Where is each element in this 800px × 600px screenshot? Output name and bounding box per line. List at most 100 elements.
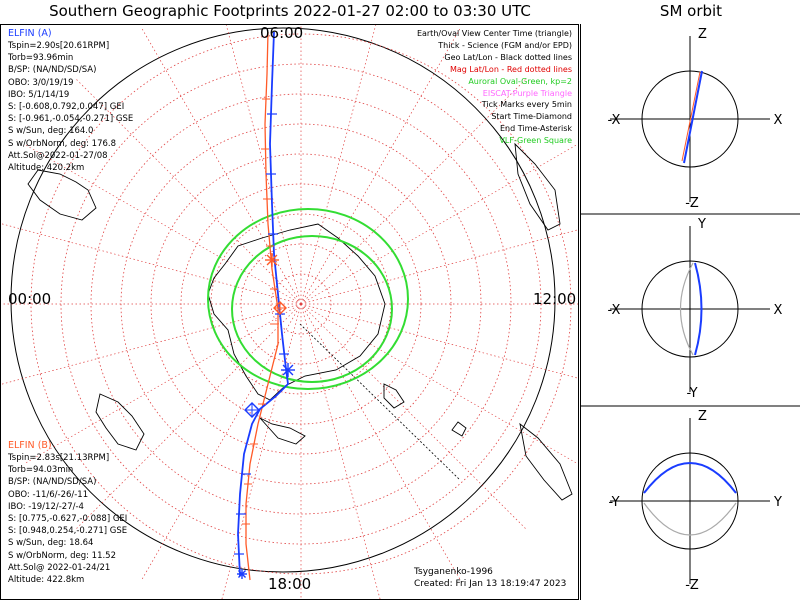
legend-entry: Geo Lat/Lon - Black dotted lines <box>444 52 572 62</box>
mag-lat-circle <box>90 93 512 515</box>
elfin_b-info-line: IBO: -19/12/-27/-4 <box>8 501 84 512</box>
sm-panel: Z -Z -X X <box>608 27 783 211</box>
elfin_a-info-line: OBO: 3/0/19/19 <box>8 77 74 88</box>
sm-label-right: Y <box>773 495 782 510</box>
auroral-oval-inner <box>231 235 393 383</box>
elfin-b-name: ELFIN (B) <box>8 440 52 451</box>
sm-label-left: -X <box>608 113 621 128</box>
mag-lon-line <box>300 143 578 305</box>
elfin_a-info-line: Att.Sol@2022-01-27/08 <box>8 150 108 161</box>
mag-lat-circle <box>30 33 572 575</box>
sm-label-right: X <box>774 113 783 128</box>
sm-panel: Y -Y -X X <box>608 217 783 401</box>
elfin-a-name: ELFIN (A) <box>8 28 52 39</box>
mag-lon-line <box>300 303 381 599</box>
mag-lon-line <box>225 25 302 305</box>
mag-lon-line <box>74 303 302 531</box>
mag-lon-line <box>300 25 377 305</box>
elfin_b-info-line: S: [0.948,0.254,-0.271] GSE <box>8 526 128 537</box>
island-coast <box>383 383 405 409</box>
sm-label-right: X <box>774 303 783 318</box>
legend-entry: Start Time-Diamond <box>491 112 572 122</box>
mag-lon-line <box>1 223 302 305</box>
elfin-a-end-asterisk-2 <box>237 569 247 579</box>
clock-label-top: 06:00 <box>260 24 304 42</box>
sm-label-bottom: -Z <box>685 196 699 211</box>
mag-grid <box>1 25 578 599</box>
legend: Earth/Oval View Center Time (triangle) Th… <box>417 28 572 147</box>
sm-label-bottom: -Y <box>686 386 697 401</box>
legend-entry: Auroral Oval-Green, kp=2 <box>468 76 572 86</box>
legend-entry: Mag Lat/Lon - Red dotted lines <box>449 64 572 74</box>
created-label: Created: Fri Jan 13 18:19:47 2023 <box>414 579 567 589</box>
sm-label-left: -X <box>608 303 621 318</box>
mag-lon-line <box>300 303 578 465</box>
mag-lon-line <box>300 26 462 305</box>
elfin_b-info-line: Tspin=2.83s[21.13RPM] <box>8 453 110 463</box>
mag-lon-line <box>23 143 302 305</box>
mag-lon-line <box>300 303 462 582</box>
land-coast <box>519 422 573 501</box>
elfin-b-end-asterisk <box>265 253 279 267</box>
sm-elfin-a-orbit <box>683 70 703 164</box>
elfin_a-info-line: Tspin=2.90s[20.61RPM] <box>8 41 110 51</box>
elfin_b-info-line: B/SP: (NA/ND/SD/SA) <box>8 477 97 488</box>
page-title: Southern Geographic Footprints 2022-01-2… <box>49 2 531 20</box>
legend-entry: Thick - Science (FGM and/or EPD) <box>438 40 572 50</box>
elfin_b-info-line: S: [0.775,-0.627,-0.088] GEI <box>8 514 128 525</box>
elfin_a-info-line: S w/Sun, deg: 164.0 <box>8 126 94 137</box>
sm-elfin-a-orbit <box>643 462 737 494</box>
elfin_a-info-line: S: [-0.608,0.792,0.047] GEI <box>8 102 125 113</box>
sm-label-top: Z <box>698 27 707 42</box>
auroral-oval <box>207 208 409 390</box>
elfin_b-info-line: Torb=94.03min <box>8 465 74 476</box>
sm-orbit-panels: Z -Z -X X Y -Y -X X Z -Z -Y Y <box>580 24 800 600</box>
mag-lon-line <box>23 303 302 465</box>
sm-label-top: Y <box>697 217 706 232</box>
elfin_a-info-line: Torb=93.96min <box>8 53 74 64</box>
elfin_a-info-line: S: [-0.961,-0.054,-0.271] GSE <box>8 114 134 125</box>
geo-lon-line <box>299 323 461 481</box>
sm-orbit-backside <box>643 502 737 536</box>
antarctica-coast <box>207 223 386 401</box>
mag-lon-line <box>300 229 578 305</box>
sm-elfin-a-orbit <box>694 262 703 356</box>
legend-entry: EISCAT-Purple Triangle <box>482 88 572 98</box>
elfin_a-info-line: Altitude: 420.2km <box>8 163 85 174</box>
elfin_b-info-line: OBO: -11/6/-26/-11 <box>8 489 89 500</box>
sm-label-left: -Y <box>608 495 619 510</box>
sm-label-top: Z <box>698 409 707 424</box>
sm-elfin-b-orbit <box>681 71 701 162</box>
elfin_b-info-line: Att.Sol@ 2022-01-24/21 <box>8 562 111 573</box>
mag-lon-line <box>140 303 302 582</box>
legend-entry: Earth/Oval View Center Time (triangle) <box>416 29 572 38</box>
coastline <box>27 142 573 501</box>
mag-lon-line <box>300 303 528 531</box>
sm-panel: Z -Z -Y Y <box>608 409 782 593</box>
elfin_b-info-line: Altitude: 422.8km <box>8 575 85 586</box>
footprint-tracks <box>234 31 295 581</box>
mag-lon-line <box>221 303 302 599</box>
clock-label-left: 00:00 <box>8 290 52 308</box>
island-coast <box>259 417 306 445</box>
mag-lat-circle <box>270 273 332 335</box>
land-coast <box>95 393 145 451</box>
mag-lon-line <box>300 77 528 305</box>
clock-label-bottom: 18:00 <box>268 575 312 593</box>
model-label: Tsyganenko-1996 <box>414 567 493 577</box>
elfin_a-info-line: IBO: 5/1/14/19 <box>8 89 70 100</box>
earth-limb <box>10 27 556 573</box>
auroral-oval-outer <box>207 208 409 390</box>
mag-lon-line <box>300 303 578 379</box>
sm-label-bottom: -Z <box>685 578 699 593</box>
elfin_a-info-line: B/SP: (NA/ND/SD/SA) <box>8 65 97 76</box>
elfin-a-info: ELFIN (A) Tspin=2.90s[20.61RPM] Torb=93.9… <box>8 28 133 174</box>
sm-orbit-title: SM orbit <box>659 2 723 20</box>
elfin_b-info-line: S w/Sun, deg: 18.64 <box>8 538 94 549</box>
mag-lon-line <box>1 303 302 385</box>
mag-lon-line <box>74 77 302 305</box>
elfin-b-track <box>245 31 279 581</box>
sm-orbit-backside <box>680 262 694 356</box>
mag-lat-circle <box>150 153 452 455</box>
land-coast <box>514 142 561 231</box>
